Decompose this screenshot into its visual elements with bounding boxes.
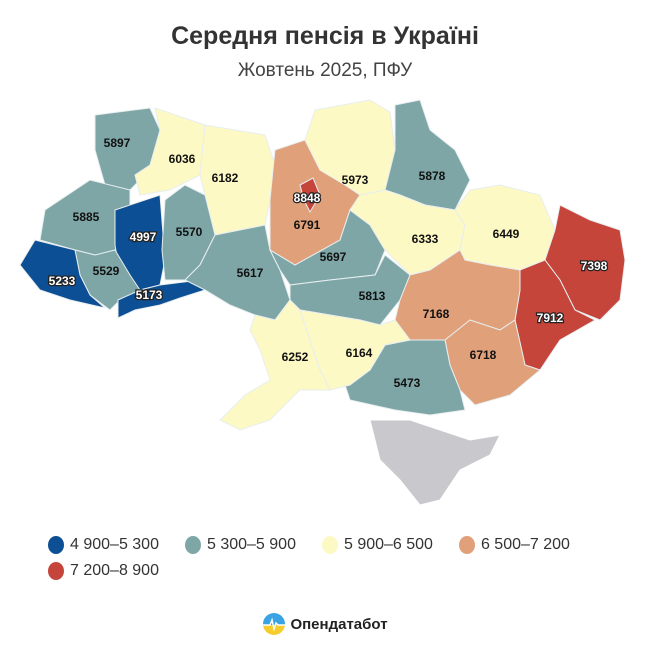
region-value-poltava: 6333 [412,232,439,246]
region-sumy [384,99,471,211]
region-value-ternopil: 4997 [130,230,157,244]
logo-text: Опендатабот [290,615,388,633]
region-value-kharkiv: 6449 [493,227,520,241]
region-value-khmelnytskyi: 5570 [176,225,203,239]
legend-item: 4 900–5 300 [48,536,159,554]
region-chernivtsi [117,279,206,319]
region-value-kyiv-oblast: 6791 [294,218,321,232]
legend-swatch [321,536,338,554]
region-odesa [219,299,331,431]
legend-label: 6 500–7 200 [480,536,570,553]
legend-item: 7 200–8 900 [48,562,159,580]
region-value-sumy: 5878 [419,169,446,183]
opendatabot-logo: Опендатабот [0,612,650,636]
region-value-luhansk: 7398 [581,259,608,273]
region-value-vinnytsia: 5617 [237,266,264,280]
region-value-chernivtsi: 5173 [136,288,163,302]
region-value-kirovohrad: 5813 [359,289,386,303]
legend-item: 6 500–7 200 [458,536,570,554]
region-value-kherson: 5473 [394,376,421,390]
region-value-mykolaiv: 6164 [346,346,373,360]
region-value-ivano-frankivsk: 5529 [93,264,120,278]
legend-swatch [48,562,64,580]
region-value-donetsk: 7912 [537,311,564,325]
region-value-zaporizhzhia: 6718 [470,348,497,362]
legend-swatch [184,536,201,554]
region-value-lviv: 5885 [73,210,100,224]
region-value-volyn: 5897 [104,136,131,150]
region-value-zakarpattia: 5233 [49,274,76,288]
map-title: Середня пенсія в Україні [171,22,479,50]
legend-label: 7 200–8 900 [70,562,159,579]
region-value-kyiv-city: 8848 [294,191,321,205]
region-value-zhytomyr: 6182 [212,171,239,185]
legend-item: 5 900–6 500 [321,536,433,554]
legend-swatch [458,536,475,554]
region-crimea [369,419,501,506]
legend-item: 5 300–5 900 [184,536,296,554]
region-luhansk [544,204,626,321]
region-value-odesa: 6252 [282,350,309,364]
legend-label: 5 900–6 500 [343,536,433,553]
region-kyiv-city [299,177,321,214]
region-value-chernihiv: 5973 [342,173,369,187]
region-value-rivne: 6036 [169,152,196,166]
region-value-cherkasy: 5697 [320,250,347,264]
legend-swatch [48,536,64,554]
opendatabot-logo-icon [263,613,286,635]
region-value-dnipropetrovsk: 7168 [423,307,450,321]
map-subtitle: Жовтень 2025, ПФУ [237,60,413,81]
region-zakarpattia [19,239,106,309]
legend-label: 5 300–5 900 [206,536,296,553]
legend: 4 900–5 300 5 300–5 900 5 900–6 500 6 50… [48,536,628,580]
legend-label: 4 900–5 300 [70,536,159,553]
